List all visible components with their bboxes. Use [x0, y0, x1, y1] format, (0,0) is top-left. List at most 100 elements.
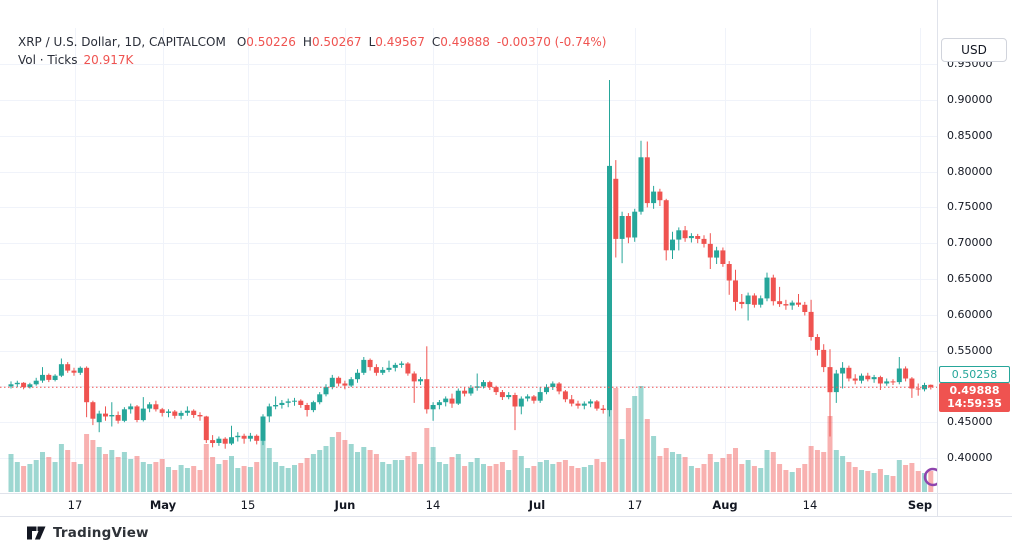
volume-bar: [367, 450, 373, 492]
candle-body: [556, 383, 562, 392]
volume-bar: [625, 408, 631, 492]
candle-body: [632, 211, 638, 238]
volume-bar: [392, 460, 398, 492]
candle-body: [241, 435, 247, 439]
volume-bar: [153, 462, 159, 492]
volume-bar: [260, 440, 266, 492]
candle-body: [682, 230, 688, 239]
candle-body: [600, 408, 606, 410]
candle-body: [846, 367, 852, 379]
candle-body: [518, 398, 524, 407]
candle-body: [720, 250, 726, 264]
candle-body: [802, 304, 808, 312]
low-label: L: [368, 35, 376, 49]
volume-bar: [550, 464, 556, 492]
volume-bar: [569, 466, 575, 492]
volume-bar: [720, 458, 726, 492]
candle-body: [714, 250, 720, 258]
change-value: -0.00370 (-0.74%): [496, 35, 607, 49]
volume-bar: [380, 462, 386, 492]
candle-body: [103, 413, 108, 417]
volume-bar: [531, 466, 537, 492]
volume-bar: [52, 462, 58, 492]
candle-body: [525, 396, 531, 399]
candle-body: [235, 435, 241, 438]
volume-bar: [733, 448, 738, 492]
volume-bar: [745, 460, 751, 492]
volume-bar: [229, 456, 234, 492]
candle-body: [890, 381, 896, 383]
candle-body: [625, 216, 631, 238]
candle-body: [531, 396, 537, 401]
volume-bar: [871, 473, 877, 492]
candle-body: [222, 438, 228, 444]
volume-bar: [462, 466, 468, 492]
volume-bar: [468, 462, 474, 492]
close-value: 0.49888: [440, 35, 490, 49]
volume-bar: [525, 468, 531, 492]
volume-bar: [682, 457, 688, 492]
volume-bar: [600, 462, 606, 492]
candle-body: [46, 374, 52, 380]
volume-bar: [695, 468, 701, 492]
candle-body: [670, 239, 675, 251]
volume-bar: [310, 454, 316, 492]
candle-body: [487, 382, 493, 388]
volume-bar: [537, 462, 543, 492]
volume-bar: [827, 416, 833, 492]
price-axis-label: 0.65000: [947, 272, 993, 285]
candle-body: [796, 302, 801, 305]
price-axis[interactable]: USD 0.50258 0.49888 14:59:35 0.95000 0.90…: [937, 0, 1012, 516]
candle-body: [562, 391, 568, 400]
price-axis-label: 0.80000: [947, 164, 993, 178]
candle-body: [550, 383, 556, 388]
candle-body: [833, 373, 839, 393]
candle-body: [676, 230, 682, 240]
volume-bar: [373, 454, 379, 492]
volume-bar: [651, 436, 657, 492]
candle-body: [430, 405, 436, 410]
volume-bar: [71, 462, 77, 492]
candle-body: [172, 411, 178, 416]
volume-bar: [493, 464, 499, 492]
volume-bar: [172, 470, 178, 492]
candle-body: [65, 364, 71, 371]
candle-body: [361, 359, 367, 373]
candle-body: [21, 382, 27, 388]
volume-bar: [40, 452, 45, 492]
volume-bar: [556, 462, 562, 492]
currency-toggle-button[interactable]: USD: [941, 38, 1007, 62]
volume-indicator-label[interactable]: Vol · Ticks: [18, 53, 78, 67]
volume-bar: [594, 459, 600, 492]
volume-bar: [670, 452, 675, 492]
volume-bar: [266, 448, 272, 492]
volume-bar: [323, 446, 329, 492]
candle-body: [764, 277, 770, 299]
volume-bar: [103, 454, 108, 492]
candle-body: [903, 368, 909, 379]
volume-bar: [518, 456, 524, 492]
candle-body: [418, 379, 423, 382]
candle-body: [380, 369, 386, 373]
candle-body: [77, 367, 83, 373]
candle-body: [613, 178, 619, 239]
volume-bar: [726, 454, 732, 492]
volume-bar: [348, 444, 354, 492]
volume-bar: [575, 468, 581, 492]
symbol-title[interactable]: XRP / U.S. Dollar, 1D, CAPITALCOM: [18, 35, 226, 49]
volume-value: 20.917K: [83, 53, 134, 67]
candle-body: [285, 401, 291, 403]
candle-body: [115, 415, 121, 421]
tradingview-logo[interactable]: TradingView: [27, 525, 149, 541]
candle-body: [229, 437, 234, 444]
candle-body: [71, 370, 77, 373]
price-axis-label: 0.55000: [947, 343, 993, 357]
candle-body: [392, 364, 398, 368]
candle-body: [619, 216, 625, 239]
volume-bar: [65, 450, 71, 492]
candle-body: [266, 406, 272, 417]
chart-canvas[interactable]: [0, 0, 937, 493]
volume-bar: [361, 447, 367, 492]
symbol-legend: XRP / U.S. Dollar, 1D, CAPITALCOM O0.5022…: [18, 33, 606, 69]
time-axis[interactable]: 17 May 15 Jun 14 Jul 17 Aug 14 Sep: [0, 493, 1012, 517]
